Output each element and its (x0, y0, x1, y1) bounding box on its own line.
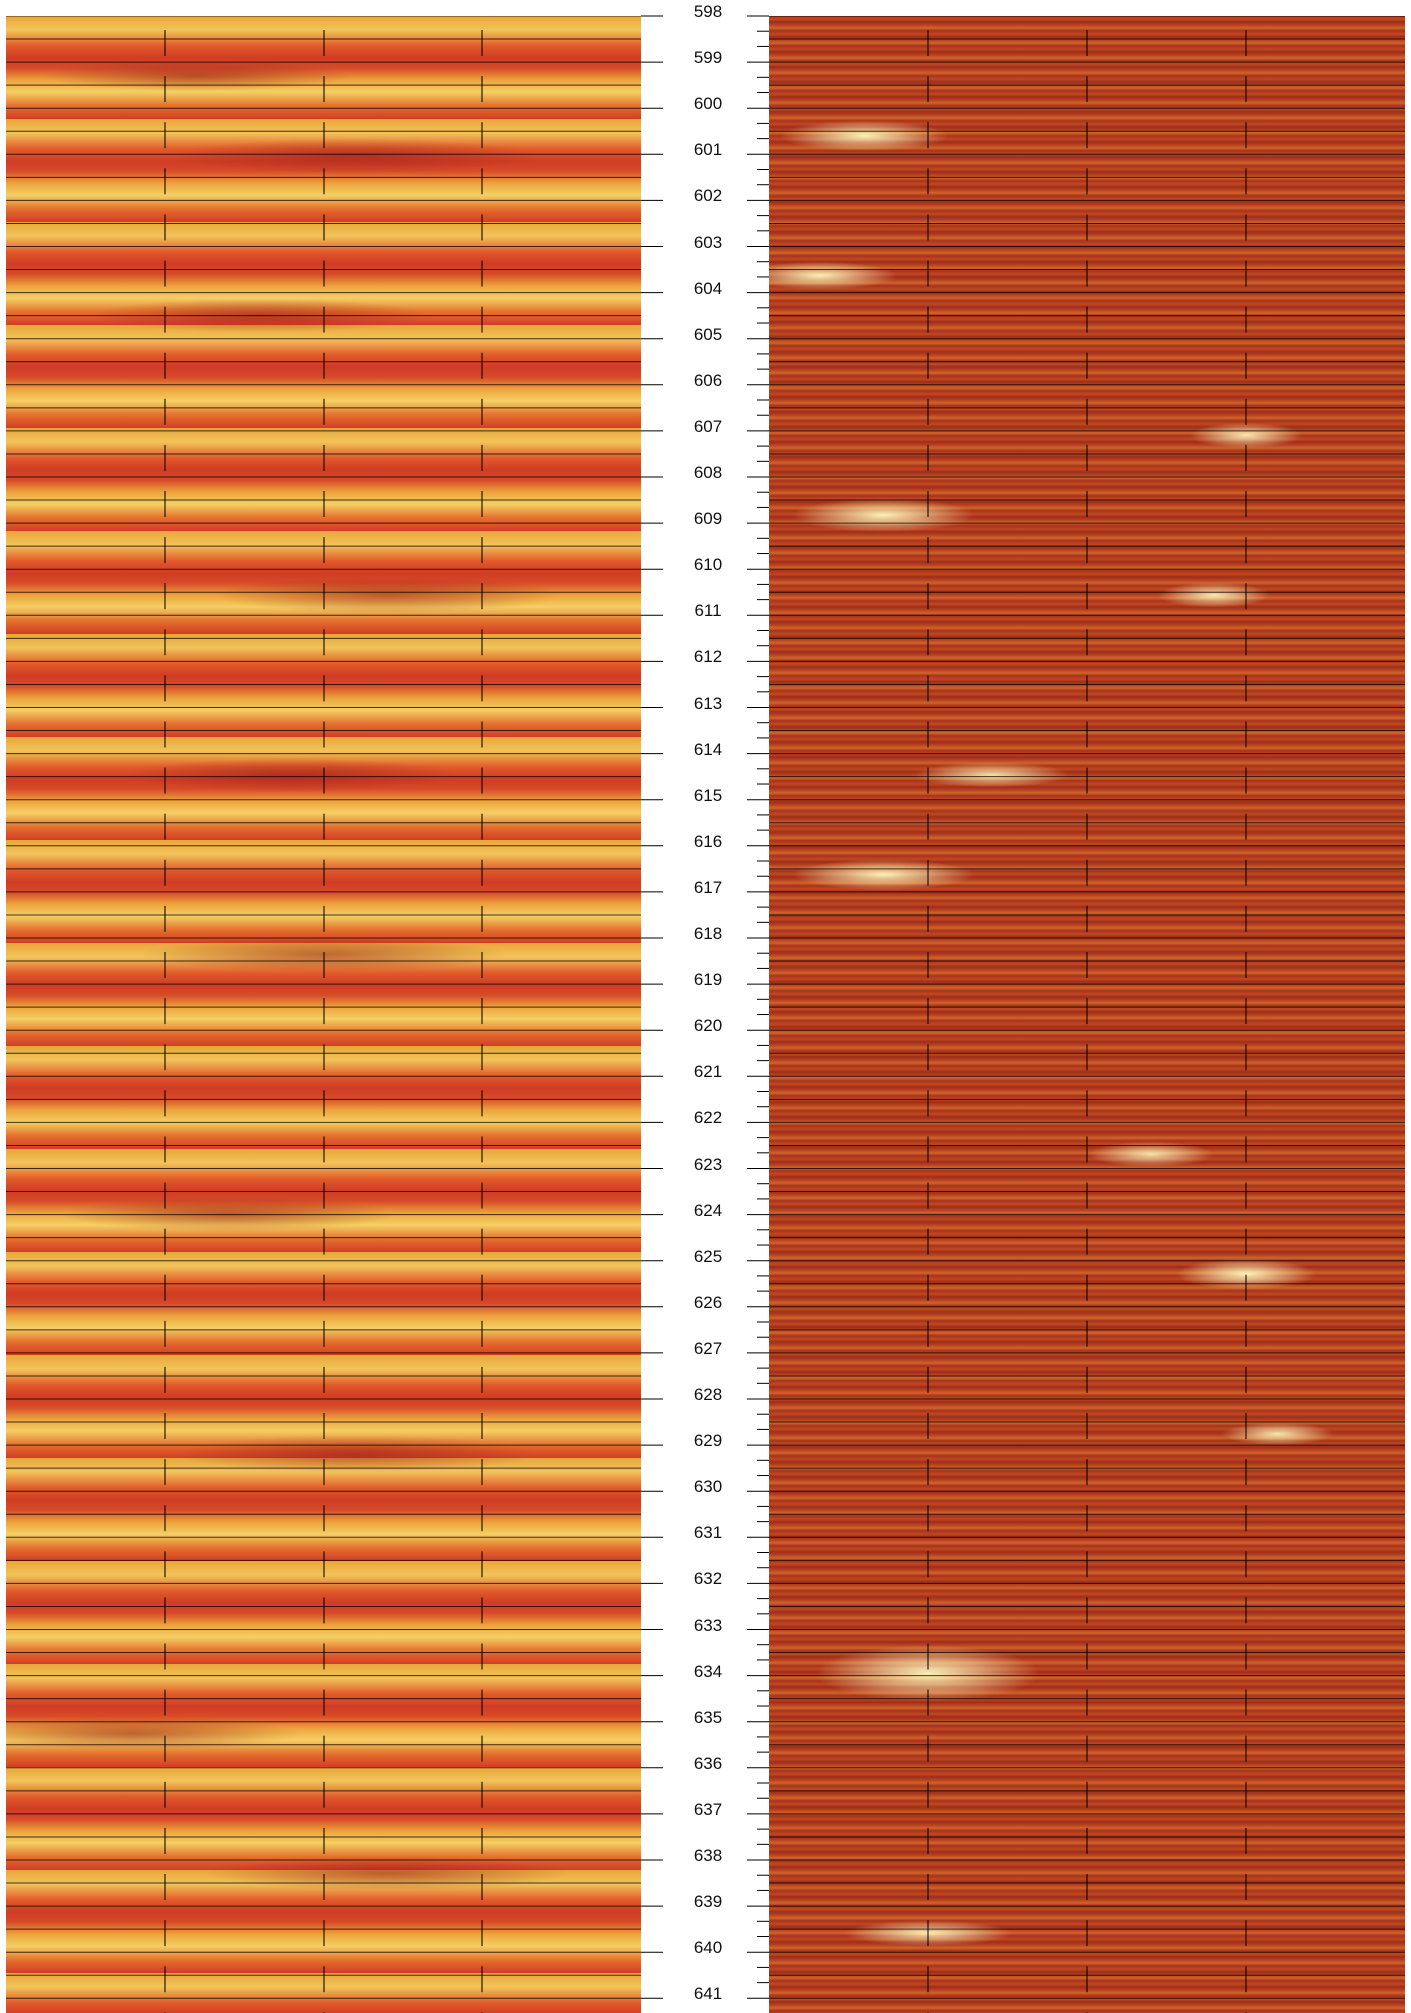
depth-label: 631 (693, 1523, 723, 1543)
depth-label: 610 (693, 555, 723, 575)
depth-label: 604 (693, 278, 723, 298)
depth-label: 634 (693, 1661, 723, 1681)
depth-axis-ticks (641, 15, 769, 1999)
depth-label: 614 (693, 739, 723, 759)
depth-label: 621 (693, 1062, 723, 1082)
depth-label: 619 (693, 970, 723, 990)
depth-label: 620 (693, 1016, 723, 1036)
track-left-grid (6, 16, 641, 2013)
depth-label: 603 (693, 232, 723, 252)
depth-label: 632 (693, 1569, 723, 1589)
depth-axis: 598 599 600 601 602 603 604 605 606 607 608 609 610 6… (641, 0, 769, 2013)
depth-label: 628 (693, 1385, 723, 1404)
depth-label: 629 (693, 1431, 723, 1451)
depth-label: 609 (693, 509, 723, 529)
depth-label: 599 (693, 48, 723, 68)
depth-label: 622 (693, 1108, 723, 1128)
depth-label: 636 (693, 1753, 723, 1773)
image-track-right (769, 16, 1405, 2013)
depth-label: 637 (693, 1799, 723, 1819)
depth-label: 602 (693, 186, 723, 206)
image-track-left (6, 16, 641, 2013)
depth-label: 627 (693, 1338, 723, 1358)
depth-label: 638 (693, 1846, 723, 1865)
depth-label: 625 (693, 1246, 723, 1266)
depth-label: 639 (693, 1892, 723, 1912)
depth-label: 641 (693, 1984, 723, 2004)
depth-label: 600 (693, 94, 723, 114)
depth-label: 615 (693, 785, 723, 805)
depth-label: 612 (693, 647, 723, 667)
depth-label: 618 (693, 924, 723, 943)
depth-label: 598 (693, 2, 723, 21)
depth-label: 611 (694, 601, 722, 621)
depth-label: 616 (693, 831, 723, 851)
depth-label: 623 (693, 1154, 723, 1174)
depth-label: 630 (693, 1477, 723, 1497)
depth-label: 607 (693, 416, 723, 436)
depth-label: 608 (693, 463, 723, 482)
depth-label: 601 (693, 140, 723, 160)
depth-label: 626 (693, 1292, 723, 1312)
depth-label: 635 (693, 1707, 723, 1727)
depth-label: 624 (693, 1200, 723, 1220)
depth-label: 613 (693, 693, 723, 713)
depth-label: 633 (693, 1615, 723, 1635)
depth-label: 617 (693, 877, 723, 897)
track-right-grid (769, 16, 1405, 2013)
depth-label: 640 (693, 1938, 723, 1958)
depth-label: 606 (693, 370, 723, 390)
depth-label: 605 (693, 324, 723, 344)
